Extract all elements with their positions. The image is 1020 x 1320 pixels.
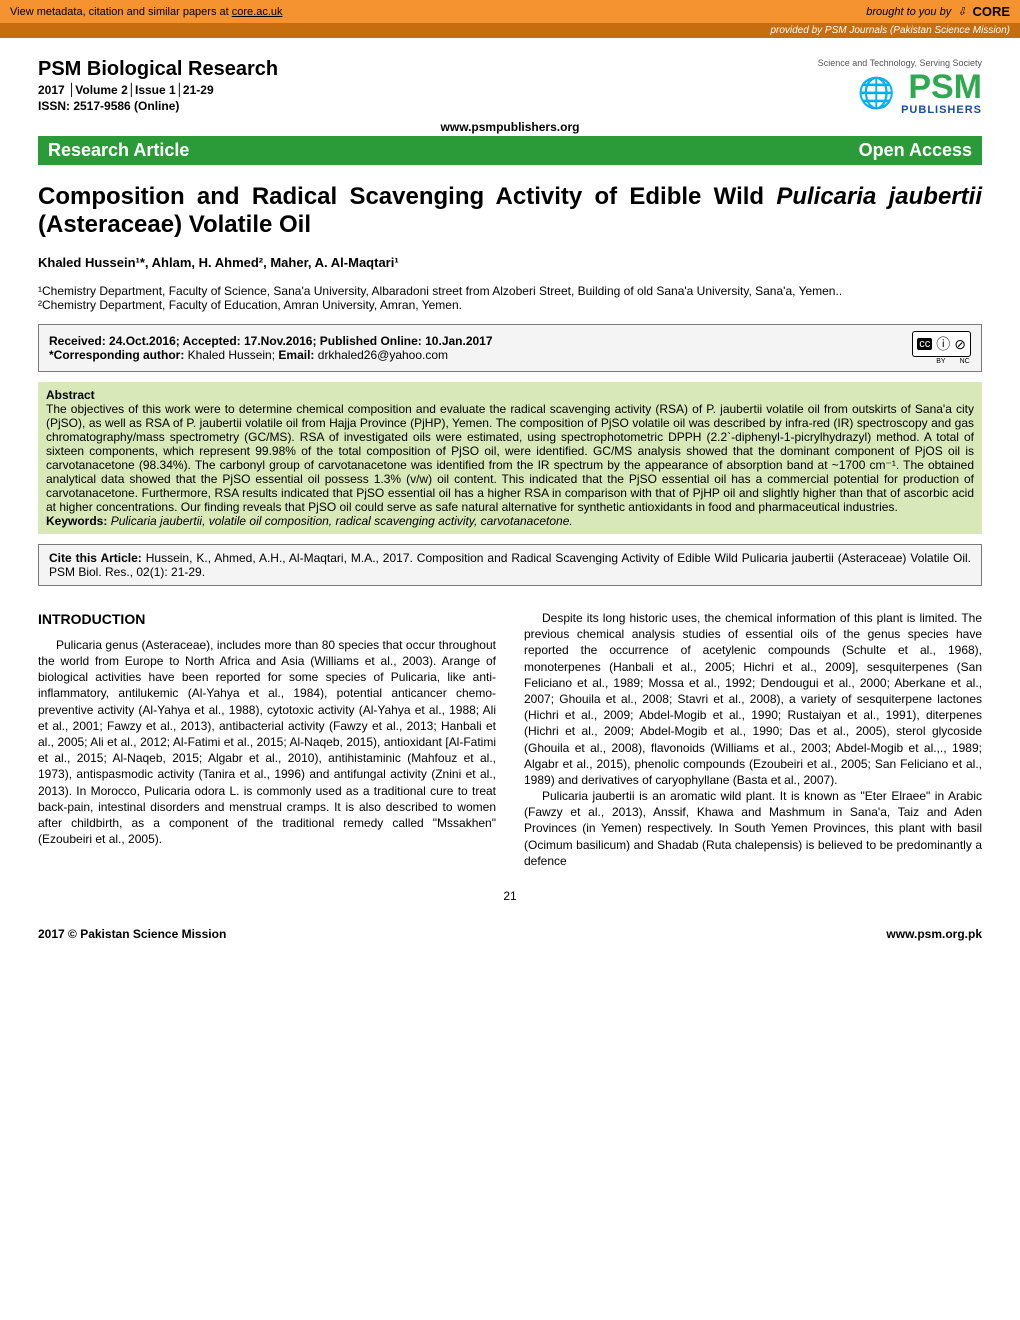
cite-label: Cite this Article:: [49, 551, 146, 565]
publisher-logo: Science and Technology, Serving Society …: [818, 58, 982, 116]
cc-by-label: BY: [936, 358, 945, 365]
affiliation-1: ¹Chemistry Department, Faculty of Scienc…: [38, 284, 982, 298]
abstract-body: The objectives of this work were to dete…: [46, 402, 974, 514]
abstract-box: Abstract The objectives of this work wer…: [38, 382, 982, 534]
affiliation-2: ²Chemistry Department, Faculty of Educat…: [38, 298, 982, 312]
received-text: Received: 24.Oct.2016; Accepted: 17.Nov.…: [49, 334, 493, 362]
intro-para-3: Pulicaria jaubertii is an aromatic wild …: [524, 788, 982, 869]
core-right-prefix: brought to you by: [866, 6, 951, 18]
title-pre: Composition and Radical Scavenging Activ…: [38, 183, 776, 210]
core-download-icon: ⇩: [957, 5, 966, 18]
website-url: www.psmpublishers.org: [38, 120, 982, 134]
journal-pages: 21-29: [183, 83, 214, 97]
core-metadata-bar: View metadata, citation and similar pape…: [0, 0, 1020, 23]
title-italic: Pulicaria jaubertii: [776, 183, 982, 210]
abstract-heading: Abstract: [46, 388, 95, 402]
footer-left: 2017 © Pakistan Science Mission: [38, 927, 226, 941]
intro-para-2: Despite its long historic uses, the chem…: [524, 610, 982, 788]
earth-icon: 🌐: [858, 76, 895, 111]
affiliations: ¹Chemistry Department, Faculty of Scienc…: [38, 284, 982, 312]
divider: │: [176, 83, 183, 97]
title-post: (Asteraceae) Volatile Oil: [38, 211, 311, 238]
cite-box: Cite this Article: Hussein, K., Ahmed, A…: [38, 544, 982, 586]
intro-para-1: Pulicaria genus (Asteraceae), includes m…: [38, 637, 496, 847]
journal-meta-line: 2017 │Volume 2│Issue 1│21-29: [38, 83, 278, 97]
corr-email: drkhaled26@yahoo.com: [318, 348, 448, 362]
core-left: View metadata, citation and similar pape…: [10, 6, 283, 18]
journal-year: 2017: [38, 83, 65, 97]
journal-issn: ISSN: 2517-9586 (Online): [38, 99, 278, 113]
cc-by-icon: ⓘ: [936, 334, 950, 354]
corr-label: *Corresponding author:: [49, 348, 188, 362]
email-label: Email:: [278, 348, 317, 362]
publisher-tagline: Science and Technology, Serving Society: [818, 58, 982, 68]
cc-license-badge: cc ⓘ ⊘ BY NC: [912, 331, 971, 365]
cc-sub-labels: BY NC: [912, 358, 971, 365]
journal-issue: Issue 1: [135, 83, 176, 97]
header-row: PSM Biological Research 2017 │Volume 2│I…: [38, 58, 982, 116]
article-type-bar: Research Article Open Access: [38, 136, 982, 165]
core-logo: CORE: [972, 4, 1010, 19]
journal-block: PSM Biological Research 2017 │Volume 2│I…: [38, 58, 278, 113]
publisher-name: PSM: [901, 70, 982, 104]
keywords-label: Keywords:: [46, 514, 111, 528]
divider: │: [128, 83, 135, 97]
corr-name: Khaled Hussein;: [188, 348, 279, 362]
page-footer: 2017 © Pakistan Science Mission www.psm.…: [0, 923, 1020, 961]
journal-title: PSM Biological Research: [38, 58, 278, 81]
cc-label: cc: [917, 338, 932, 350]
article-type: Research Article: [48, 140, 189, 161]
footer-right: www.psm.org.pk: [886, 927, 982, 941]
article-title: Composition and Radical Scavenging Activ…: [38, 183, 982, 239]
cite-text: Hussein, K., Ahmed, A.H., Al-Maqtari, M.…: [49, 551, 971, 579]
keywords-text: Pulicaria jaubertii, volatile oil compos…: [111, 514, 573, 528]
section-heading-intro: INTRODUCTION: [38, 610, 496, 629]
page-number: 21: [38, 889, 982, 903]
column-right: Despite its long historic uses, the chem…: [524, 610, 982, 869]
cc-nc-icon: ⊘: [954, 336, 966, 353]
publisher-sub: PUBLISHERS: [901, 104, 982, 116]
journal-volume: Volume 2: [75, 83, 127, 97]
cc-nc-label: NC: [960, 358, 970, 365]
provided-prefix: provided by: [770, 25, 824, 36]
open-access-label: Open Access: [859, 140, 972, 161]
provider-name: PSM Journals (Pakistan Science Mission): [825, 25, 1010, 36]
column-left: INTRODUCTION Pulicaria genus (Asteraceae…: [38, 610, 496, 869]
received-box: Received: 24.Oct.2016; Accepted: 17.Nov.…: [38, 324, 982, 372]
body-columns: INTRODUCTION Pulicaria genus (Asteraceae…: [38, 610, 982, 869]
provided-by-bar: provided by PSM Journals (Pakistan Scien…: [0, 23, 1020, 38]
authors: Khaled Hussein¹*, Ahlam, H. Ahmed², Mahe…: [38, 255, 982, 270]
core-right: brought to you by ⇩ CORE: [866, 4, 1010, 19]
core-left-prefix: View metadata, citation and similar pape…: [10, 6, 232, 18]
page-body: PSM Biological Research 2017 │Volume 2│I…: [0, 38, 1020, 923]
received-dates: Received: 24.Oct.2016; Accepted: 17.Nov.…: [49, 334, 493, 348]
core-link[interactable]: core.ac.uk: [232, 6, 283, 18]
